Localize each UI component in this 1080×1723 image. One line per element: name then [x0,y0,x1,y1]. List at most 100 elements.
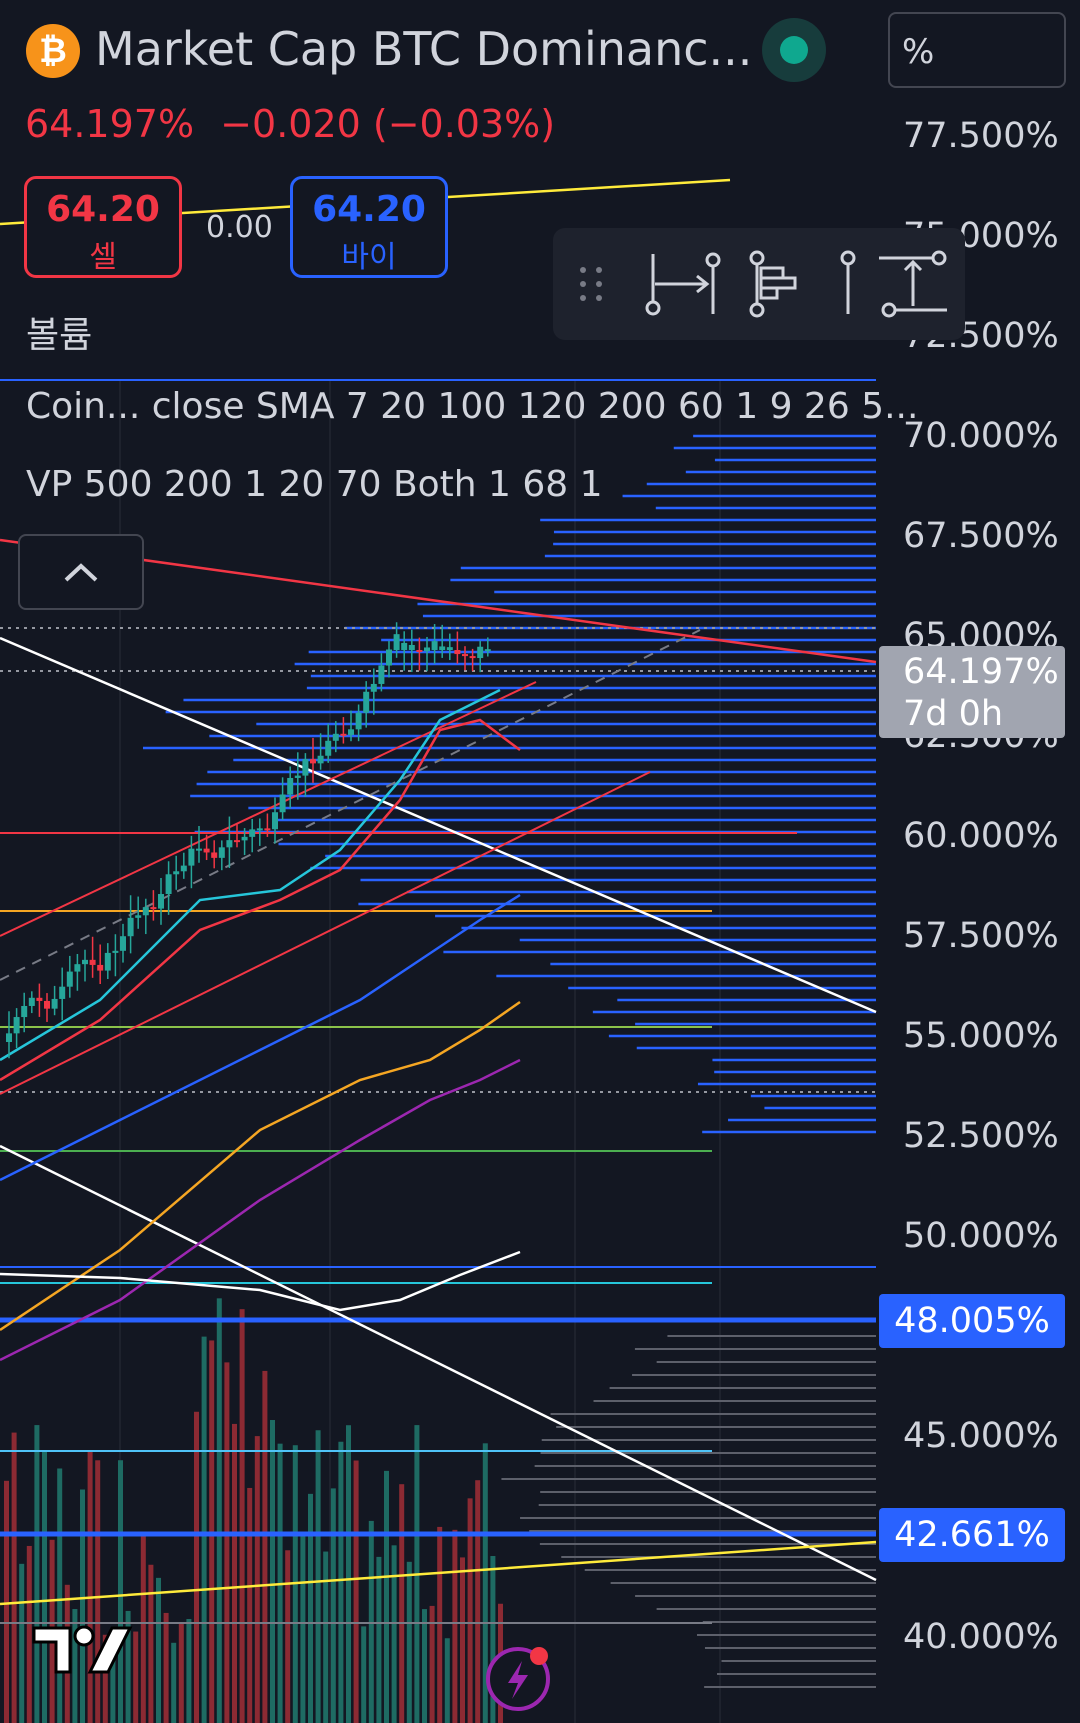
volume-bar [285,1550,291,1723]
volume-bar [118,1460,123,1723]
candle-body [218,847,225,858]
candle-body [165,874,172,894]
candle-body [241,836,248,841]
volume-bar [460,1557,465,1723]
candle-body [302,759,309,776]
candle-body [6,1033,12,1042]
candle-body [120,936,126,951]
volume-bar [224,1362,230,1723]
volume-bar [422,1609,427,1723]
volume-bar [444,1638,450,1723]
volume-bar [300,1533,306,1723]
candle-body [51,998,58,1009]
ma-line [0,1250,521,1312]
volume-bar [391,1545,397,1723]
candle-body [416,650,423,652]
candle-body [378,665,385,684]
volume-bar [452,1529,458,1723]
candle-body [272,812,278,830]
volume-bar [186,1619,192,1723]
volume-bar [11,1432,17,1723]
ma-line [0,1000,521,1332]
candle-body [310,759,316,764]
drawing-lines [0,178,877,1624]
volume-bar [156,1577,161,1723]
candle-body [203,848,210,853]
live-dot-icon [780,36,808,64]
ma-line [0,688,501,1062]
channel-line [0,771,651,1095]
axis-label: 50.000% [903,1216,1059,1256]
ma-line [0,1058,521,1362]
unit-selector[interactable]: % [888,12,1066,88]
candle-body [158,893,164,909]
tradingview-logo [32,1625,133,1674]
candle-body [370,683,377,692]
volume-bar [201,1336,207,1723]
volume-bar [72,1609,78,1723]
vp-indicator-legend[interactable]: VP 500 200 1 20 70 Both 1 68 1 [26,464,603,505]
current-price-badge: 64.197% 7d 0h [879,646,1065,738]
candle-body [188,848,195,866]
symbol-header: ₿ Market Cap BTC Dominanc... 64.197% −0.… [0,0,880,146]
candle-body [439,646,446,650]
volume-bar [194,1411,199,1723]
candle-body [66,971,73,987]
volume-bar [239,1309,245,1723]
volume-bar [262,1370,268,1723]
price-change: −0.020 (−0.03%) [220,102,556,146]
price-range-icon[interactable] [873,244,953,324]
volume-bar [148,1564,154,1723]
candle-body [264,828,271,831]
volume-bar [87,1451,93,1723]
candle-body [355,712,362,730]
ma-indicator-legend[interactable]: Coin... close SMA 7 20 100 120 200 60 1 … [26,386,919,427]
candle-body [287,777,294,795]
axis-label: 52.500% [903,1116,1059,1156]
candle-body [74,964,81,972]
candle-body [21,1005,28,1018]
axis-label: 40.000% [903,1617,1059,1657]
current-price: 64.197% [903,652,1059,692]
drawing-toolbar [553,228,965,340]
collapse-legend-button[interactable] [18,534,144,610]
vertical-line-icon[interactable] [823,244,873,324]
spread-value: 0.00 [206,210,273,245]
channel-median [0,629,701,981]
volume-bar [368,1520,374,1723]
candle-body [348,729,354,735]
drag-handle-icon[interactable] [573,244,613,324]
sell-button[interactable]: 64.20 셀 [24,176,182,278]
volume-bar [330,1488,336,1723]
candle-body [104,952,111,971]
candle-body [477,646,484,659]
buy-button[interactable]: 64.20 바이 [290,176,448,278]
candle-body [28,997,35,1006]
candle-body [226,840,233,848]
unit-label: % [902,32,935,72]
candle-body [82,959,88,965]
axis-label: 67.500% [903,516,1059,556]
candle-body [340,733,347,736]
trend-line [0,1144,877,1582]
candle-body [180,865,187,872]
candle-body [408,644,415,650]
volume-bar [125,1610,131,1723]
symbol-title[interactable]: Market Cap BTC Dominanc... [95,22,753,76]
volume-bar [171,1642,177,1723]
volume-bar [399,1484,405,1723]
volume-bar [490,1556,496,1723]
price-readout: 64.197% −0.020 (−0.03%) [25,102,555,146]
fixed-range-volume-profile-icon[interactable] [743,244,823,324]
volume-bar [254,1436,260,1723]
volume-legend[interactable]: 볼륨 [26,315,93,356]
last-price: 64.197% [25,102,195,146]
candle-body [279,794,286,813]
candle-body [424,647,430,652]
axis-label: 77.500% [903,116,1059,156]
horizontal-ray-icon[interactable] [643,244,723,324]
candle-body [36,997,43,1001]
candle-body [142,907,149,916]
trend-line [0,636,877,1014]
